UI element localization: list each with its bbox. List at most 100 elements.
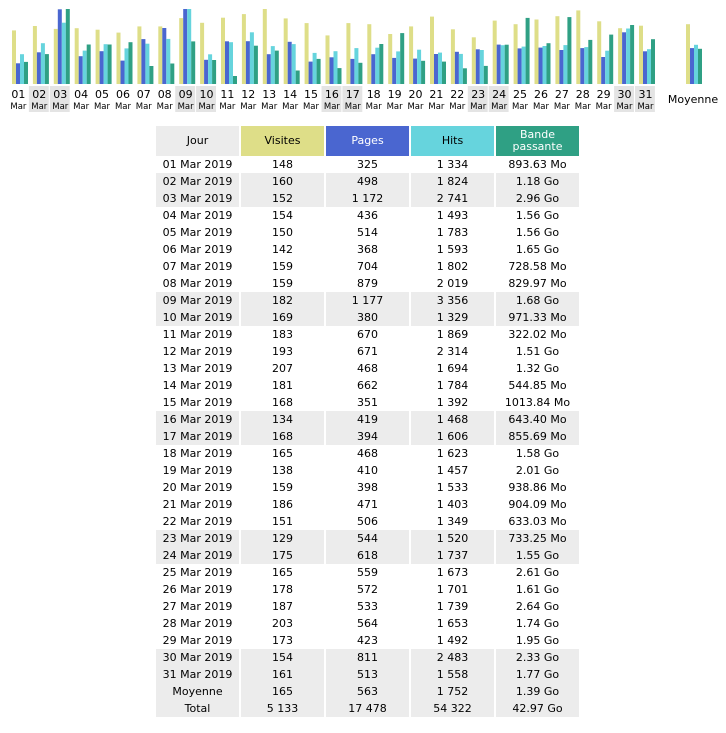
cell-hits: 1 329 [411, 309, 494, 326]
table-row: 09 Mar 2019 182 1 177 3 356 1.68 Go [156, 292, 579, 309]
cell-bande: 904.09 Mo [508, 498, 567, 511]
cell-hits: 1 824 [411, 173, 494, 190]
x-tick-day: 28 [576, 88, 590, 101]
x-tick-day: 10 [200, 88, 214, 101]
cell-pages: 368 [357, 243, 378, 256]
weekend-label-bg [614, 86, 634, 112]
bar-bande-passante [546, 43, 551, 84]
x-tick-month: Mar [449, 102, 466, 112]
bar-hits [354, 48, 359, 84]
bar-hits [40, 43, 45, 84]
bar-visites [32, 26, 37, 84]
bar-pages [434, 54, 438, 84]
bar-bande-passante [400, 33, 405, 84]
cell-hits: 54 322 [411, 700, 494, 717]
table-row: 14 Mar 2019 181 662 1 784 544.85 Mo [156, 377, 579, 394]
cell-hits: 1 493 [436, 209, 469, 222]
cell-bande: 855.69 Mo [496, 428, 579, 445]
table-row: 25 Mar 2019 165 559 1 673 2.61 Go [156, 564, 579, 581]
cell-visites: 138 [272, 464, 293, 477]
x-tick-month: Mar [282, 102, 299, 112]
daily-stats-table: Jour Visites Pages Hits Bande passante 0… [154, 126, 581, 717]
bar-bande-passante [149, 66, 154, 84]
bar-bande-passante [630, 25, 635, 84]
bar-hits [333, 51, 338, 84]
bar-bande-passante [525, 17, 530, 84]
bar-visites [618, 28, 623, 84]
cell-pages: 468 [357, 447, 378, 460]
cell-visites: 5 133 [241, 700, 324, 717]
bar-pages [538, 47, 543, 84]
x-tick-day: 27 [555, 88, 569, 101]
bar-bande-passante [274, 50, 279, 84]
cell-hits: 1 492 [436, 634, 469, 647]
cell-hits: 1 694 [436, 362, 469, 375]
bar-bande-passante [462, 68, 467, 84]
table-row: 27 Mar 2019 187 533 1 739 2.64 Go [156, 598, 579, 615]
cell-pages: 879 [357, 277, 378, 290]
cell-visites: 183 [272, 328, 293, 341]
bar-visites [555, 16, 560, 85]
bar-hits [249, 32, 254, 84]
cell-pages: 811 [326, 649, 409, 666]
bar-bande-passante [609, 34, 614, 84]
cell-bande: 728.58 Mo [508, 260, 567, 273]
bar-pages [454, 51, 459, 84]
cell-visites: 193 [272, 345, 293, 358]
table-row: 18 Mar 2019 165 468 1 623 1.58 Go [156, 445, 579, 462]
x-tick-day: 26 [534, 88, 548, 101]
cell-visites: 168 [241, 428, 324, 445]
bar-hits [208, 54, 213, 84]
cell-jour: 26 Mar 2019 [162, 583, 233, 596]
table-row: 15 Mar 2019 168 351 1 392 1013.84 Mo [156, 394, 579, 411]
cell-bande: 1.56 Go [515, 226, 560, 239]
x-tick-month: Mar [31, 102, 48, 112]
cell-hits: 3 356 [411, 292, 494, 309]
bar-bande-passante [233, 76, 237, 84]
x-tick-day: 04 [74, 88, 88, 101]
cell-pages: 351 [357, 396, 378, 409]
table-row: 31 Mar 2019 161 513 1 558 1.77 Go [156, 666, 579, 683]
bar-hits [312, 52, 317, 84]
bar-visites [116, 32, 121, 84]
x-tick-day: 01 [11, 88, 25, 101]
table-row: 04 Mar 2019 154 436 1 493 1.56 Go [156, 207, 579, 224]
cell-visites: 154 [241, 649, 324, 666]
x-tick-day: 09 [179, 88, 193, 101]
cell-pages: 564 [357, 617, 378, 630]
cell-pages: 563 [326, 683, 409, 700]
bar-hits [521, 46, 526, 84]
bar-pages [57, 9, 62, 84]
cell-pages: 1 177 [326, 292, 409, 309]
weekend-label-bg [467, 86, 488, 112]
bar-hits [20, 54, 24, 84]
cell-jour: 17 Mar 2019 [156, 428, 239, 445]
bar-visites [576, 10, 581, 84]
cell-bande: 633.03 Mo [508, 515, 567, 528]
x-tick-month: Mar [616, 102, 633, 112]
x-tick-month: Mar [157, 102, 174, 112]
cell-pages: 380 [326, 309, 409, 326]
bar-bande-passante [24, 61, 28, 84]
x-tick-month: Mar [554, 102, 571, 112]
x-tick-day: 19 [388, 88, 402, 101]
x-tick-day: 23 [471, 88, 485, 101]
cell-bande: 829.97 Mo [508, 277, 567, 290]
cell-jour: 08 Mar 2019 [162, 277, 233, 290]
bar-visites [639, 25, 643, 84]
header-jour: Jour [156, 126, 239, 156]
bar-bande-passante [421, 60, 426, 84]
cell-hits: 1 606 [411, 428, 494, 445]
cell-visites: 165 [272, 447, 293, 460]
bar-bande-passante [65, 9, 70, 84]
cell-jour: 07 Mar 2019 [162, 260, 233, 273]
bar-pages [245, 41, 250, 84]
cell-hits: 1 784 [436, 379, 469, 392]
x-tick-day: 05 [95, 88, 109, 101]
cell-jour: 19 Mar 2019 [162, 464, 233, 477]
bar-bande-passante [191, 41, 196, 84]
cell-hits: 1 802 [436, 260, 469, 273]
cell-hits: 1 739 [436, 600, 469, 613]
cell-bande: 2.96 Go [496, 190, 579, 207]
bar-visites [74, 28, 79, 84]
